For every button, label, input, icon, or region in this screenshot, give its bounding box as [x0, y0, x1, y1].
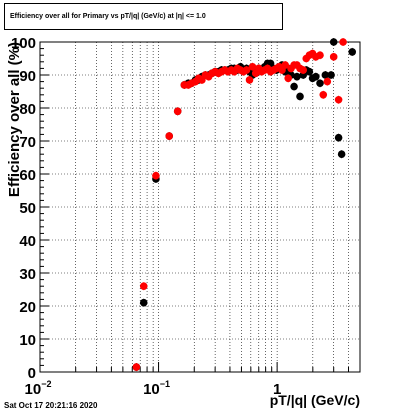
- chart-title-box: Efficiency over all for Primary vs pT/|q…: [4, 3, 283, 30]
- y-tick-label: 90: [19, 68, 36, 85]
- y-tick-label: 100: [11, 35, 36, 52]
- y-tick-label: 30: [19, 266, 36, 283]
- data-point: [299, 66, 308, 74]
- y-tick-label: 20: [19, 299, 36, 316]
- y-tick-label: 10: [19, 332, 36, 349]
- x-tick-labels: 10−2 10−1 1: [25, 379, 282, 398]
- data-point: [139, 298, 148, 307]
- data-point: [245, 76, 254, 84]
- data-point: [348, 48, 357, 56]
- data-point: [293, 72, 301, 81]
- data-point: [339, 38, 347, 46]
- data-point: [319, 91, 328, 99]
- data-point: [329, 38, 338, 46]
- y-tick-label: 50: [19, 200, 36, 217]
- x-tick-label: 10−1: [143, 379, 170, 398]
- y-tick-label: 60: [19, 167, 36, 184]
- y-tick-label: 70: [19, 134, 36, 151]
- data-point: [165, 132, 174, 140]
- series-red: [132, 38, 347, 372]
- data-point: [329, 53, 338, 61]
- data-point: [334, 133, 343, 142]
- y-tick-labels: 0 10 20 30 40 50 60 70 80 90 100: [11, 35, 36, 382]
- y-tick-label: 0: [28, 365, 36, 382]
- data-point: [290, 82, 298, 91]
- x-axis-label: pT/|q| (GeV/c): [270, 392, 360, 408]
- x-tick-label: 10−2: [25, 379, 52, 398]
- data-point: [312, 72, 320, 81]
- y-tick-label: 40: [19, 233, 36, 250]
- data-point: [296, 92, 304, 101]
- data-point: [132, 363, 141, 371]
- grid: [40, 42, 361, 372]
- data-point: [321, 71, 330, 79]
- data-point: [323, 77, 332, 86]
- y-axis-label: Efficiency over all (%): [6, 42, 23, 197]
- data-point: [327, 71, 335, 79]
- series-black: [132, 38, 357, 372]
- data-point: [242, 66, 251, 74]
- data-point: [152, 171, 160, 180]
- data-point: [284, 74, 293, 83]
- data-series: [132, 38, 357, 372]
- data-point: [316, 79, 324, 88]
- data-point: [139, 282, 148, 291]
- data-point: [334, 95, 343, 104]
- y-tick-label: 80: [19, 101, 36, 118]
- chart-title: Efficiency over all for Primary vs pT/|q…: [10, 13, 206, 20]
- data-point: [337, 150, 346, 158]
- data-point: [248, 62, 257, 71]
- axis-ticks: [39, 41, 361, 373]
- x-tick-label: 1: [273, 381, 281, 398]
- data-point: [316, 51, 324, 59]
- timestamp: Sat Oct 17 20:21:16 2020: [4, 401, 98, 410]
- data-point: [173, 107, 182, 116]
- data-point: [281, 61, 290, 69]
- data-point: [305, 67, 314, 76]
